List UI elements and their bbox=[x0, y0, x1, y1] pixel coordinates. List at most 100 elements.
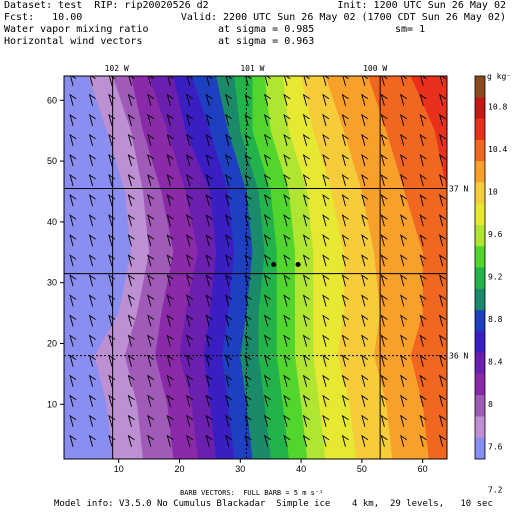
wind-barb bbox=[206, 76, 213, 86]
wind-barb bbox=[225, 214, 233, 227]
wind-barb bbox=[127, 394, 135, 407]
wind-barb bbox=[205, 113, 213, 127]
wind-barb bbox=[127, 214, 135, 227]
wind-barb bbox=[244, 234, 252, 247]
wind-barb bbox=[419, 254, 427, 267]
wind-barb bbox=[438, 274, 446, 287]
colorbar: g kg⁻¹ 10.8 10.4 10 9.6 9.2 8.8 8.4 8 7.6 7.2 bbox=[474, 72, 512, 494]
wind-barb bbox=[419, 133, 427, 147]
wind-barb bbox=[439, 76, 446, 86]
header-dataset: Dataset: test RIP: rip20020526 d2 bbox=[4, 0, 209, 11]
wind-barb bbox=[127, 254, 135, 267]
wind-barb bbox=[302, 214, 310, 227]
wind-barb bbox=[186, 314, 194, 327]
wind-barb bbox=[400, 214, 408, 227]
wind-barb bbox=[322, 394, 330, 407]
wind-barb bbox=[245, 76, 252, 86]
header-field1-level: at sigma = 0.985 bbox=[218, 24, 315, 35]
wind-barb bbox=[108, 254, 116, 267]
wind-barb bbox=[438, 133, 446, 147]
y-tick-label: 30 bbox=[47, 278, 57, 288]
wind-barb bbox=[108, 173, 116, 187]
wind-barb bbox=[438, 434, 446, 447]
colorbar-swatch bbox=[475, 373, 485, 396]
header-field1-sm: sm= 1 bbox=[395, 24, 426, 35]
wind-barb bbox=[302, 194, 310, 207]
wind-barb bbox=[438, 334, 446, 347]
wind-barb bbox=[166, 234, 174, 247]
wind-barb bbox=[419, 374, 427, 387]
wind-barb bbox=[147, 334, 155, 347]
wind-barb bbox=[361, 414, 369, 427]
wind-barb bbox=[302, 133, 310, 147]
wind-barb bbox=[108, 93, 116, 106]
wind-barb bbox=[419, 394, 427, 407]
wind-barb bbox=[88, 254, 96, 267]
wind-barb bbox=[186, 254, 194, 267]
wind-barb bbox=[400, 294, 408, 307]
wind-barb bbox=[205, 93, 213, 106]
wind-barb bbox=[263, 434, 271, 447]
wind-barb bbox=[108, 394, 116, 407]
wind-barb bbox=[263, 93, 271, 106]
map-grid-lines bbox=[64, 76, 447, 459]
wind-barb bbox=[166, 394, 174, 407]
y-tick-label: 10 bbox=[47, 399, 57, 409]
wind-barb bbox=[244, 214, 252, 227]
wind-barb bbox=[302, 374, 310, 387]
wind-barb bbox=[108, 234, 116, 247]
wind-barb bbox=[322, 76, 330, 86]
wind-barb bbox=[88, 153, 96, 167]
wind-barb bbox=[69, 394, 77, 407]
wind-barb bbox=[244, 434, 252, 447]
wind-barbs bbox=[69, 76, 446, 447]
wind-barb bbox=[69, 234, 77, 247]
wind-barb bbox=[302, 234, 310, 247]
wind-barb bbox=[419, 294, 427, 307]
wind-barb bbox=[438, 354, 446, 367]
wind-barb bbox=[419, 274, 427, 287]
wind-barb bbox=[186, 194, 194, 207]
wind-barb bbox=[341, 254, 349, 267]
colorbar-tick-label: 10 bbox=[488, 187, 498, 196]
wind-barb bbox=[166, 214, 174, 227]
wind-barb bbox=[263, 394, 271, 407]
colorbar-swatch bbox=[475, 437, 485, 460]
wind-barb bbox=[244, 294, 252, 307]
wind-barb bbox=[225, 173, 233, 187]
wind-barb bbox=[438, 234, 446, 247]
wind-barb bbox=[341, 133, 349, 147]
wind-barb bbox=[244, 153, 252, 167]
wind-barb bbox=[244, 194, 252, 207]
wind-barb bbox=[205, 153, 213, 167]
wind-barb bbox=[108, 294, 116, 307]
wind-barb bbox=[205, 394, 213, 407]
wind-barb bbox=[225, 133, 233, 147]
wind-barb bbox=[263, 374, 271, 387]
header-field2: Horizontal wind vectors bbox=[4, 36, 143, 47]
wind-barb bbox=[108, 374, 116, 387]
wind-barb bbox=[322, 93, 330, 106]
wind-barb bbox=[283, 133, 291, 147]
wind-barb bbox=[419, 354, 427, 367]
wind-barb bbox=[166, 153, 174, 167]
wind-barb bbox=[69, 254, 77, 267]
header-field1: Water vapor mixing ratio bbox=[4, 24, 149, 35]
wind-barb bbox=[322, 133, 330, 147]
wind-barb bbox=[438, 414, 446, 427]
wind-barb bbox=[438, 294, 446, 307]
wind-barb bbox=[186, 93, 194, 106]
wind-barb bbox=[127, 234, 135, 247]
wind-barb bbox=[361, 173, 369, 187]
colorbar-swatch bbox=[475, 395, 485, 417]
wind-barb bbox=[302, 354, 310, 367]
wind-barb bbox=[128, 76, 135, 86]
wind-barb bbox=[322, 113, 330, 127]
wind-barb bbox=[147, 76, 155, 86]
wind-barb bbox=[342, 76, 349, 86]
colorbar-tick-label: 7.2 bbox=[488, 485, 503, 494]
wind-barb bbox=[283, 234, 291, 247]
wind-barb bbox=[380, 334, 388, 347]
wind-barb bbox=[400, 76, 408, 86]
colorbar-swatch bbox=[475, 310, 485, 332]
